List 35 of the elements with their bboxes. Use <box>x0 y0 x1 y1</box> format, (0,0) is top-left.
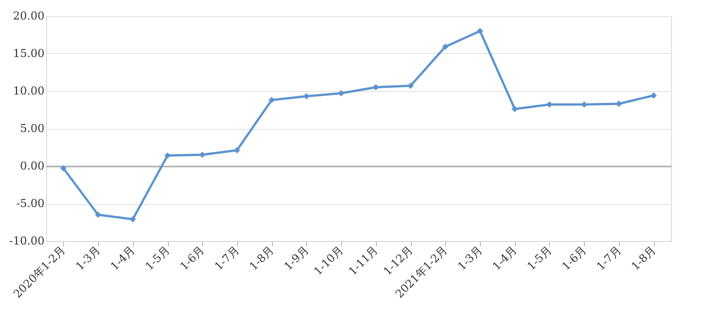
point <box>94 212 102 218</box>
y-tick-label: -10.00 <box>9 234 44 248</box>
x-tick-label: 1-4月 <box>108 244 138 274</box>
x-tick-label: 1-7月 <box>594 244 624 274</box>
point <box>476 28 484 34</box>
x-tick-label: 1-5月 <box>524 244 554 274</box>
y-tick-label: -5.00 <box>16 197 44 210</box>
y-tick-label: 15.00 <box>13 47 44 60</box>
point <box>581 101 588 108</box>
point <box>268 96 275 104</box>
y-tick-label: 0.00 <box>20 160 44 172</box>
point <box>616 100 622 107</box>
x-tick-label: 1-8月 <box>246 244 276 274</box>
point <box>372 84 380 90</box>
x-tick-label: 1-7月 <box>212 244 242 274</box>
x-tick-label: 1-6月 <box>559 244 589 274</box>
y-tick-label: 10.00 <box>13 84 44 98</box>
x-tick-label: 1-3月 <box>73 244 103 274</box>
point <box>338 90 344 96</box>
x-tick-label: 1-9月 <box>282 244 312 274</box>
x-tick-label: 1-8月 <box>628 244 658 274</box>
x-tick-label: 1-6月 <box>177 244 207 274</box>
point <box>164 152 171 159</box>
point <box>442 44 448 50</box>
x-tick-label: 1-3月 <box>455 244 485 274</box>
point <box>650 92 657 99</box>
point <box>60 165 67 172</box>
x-tick-label: 1-5月 <box>142 244 172 274</box>
x-tick-label: 1-4月 <box>490 244 520 274</box>
point <box>303 93 310 100</box>
y-tick-label: 5.00 <box>20 122 44 135</box>
point <box>512 106 518 112</box>
point <box>234 147 240 154</box>
point <box>407 82 414 89</box>
y-tick-label: 20.00 <box>13 10 44 22</box>
